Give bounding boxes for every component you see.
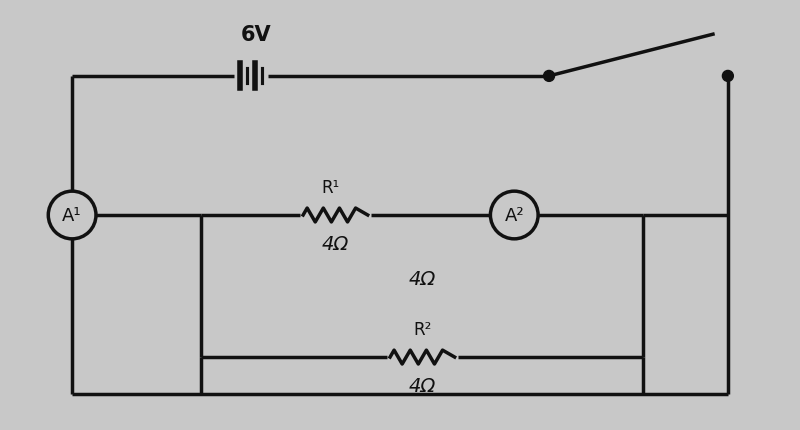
Text: R²: R² (413, 320, 431, 338)
Text: A²: A² (505, 206, 524, 224)
Circle shape (543, 71, 554, 82)
Circle shape (48, 192, 96, 239)
Text: A¹: A¹ (62, 206, 82, 224)
Text: 4Ω: 4Ω (409, 269, 436, 288)
Text: 4Ω: 4Ω (322, 234, 349, 253)
Text: R¹: R¹ (322, 179, 339, 197)
Circle shape (722, 71, 734, 82)
Circle shape (490, 192, 538, 239)
Text: 4Ω: 4Ω (409, 376, 436, 395)
Text: 6V: 6V (241, 25, 271, 45)
